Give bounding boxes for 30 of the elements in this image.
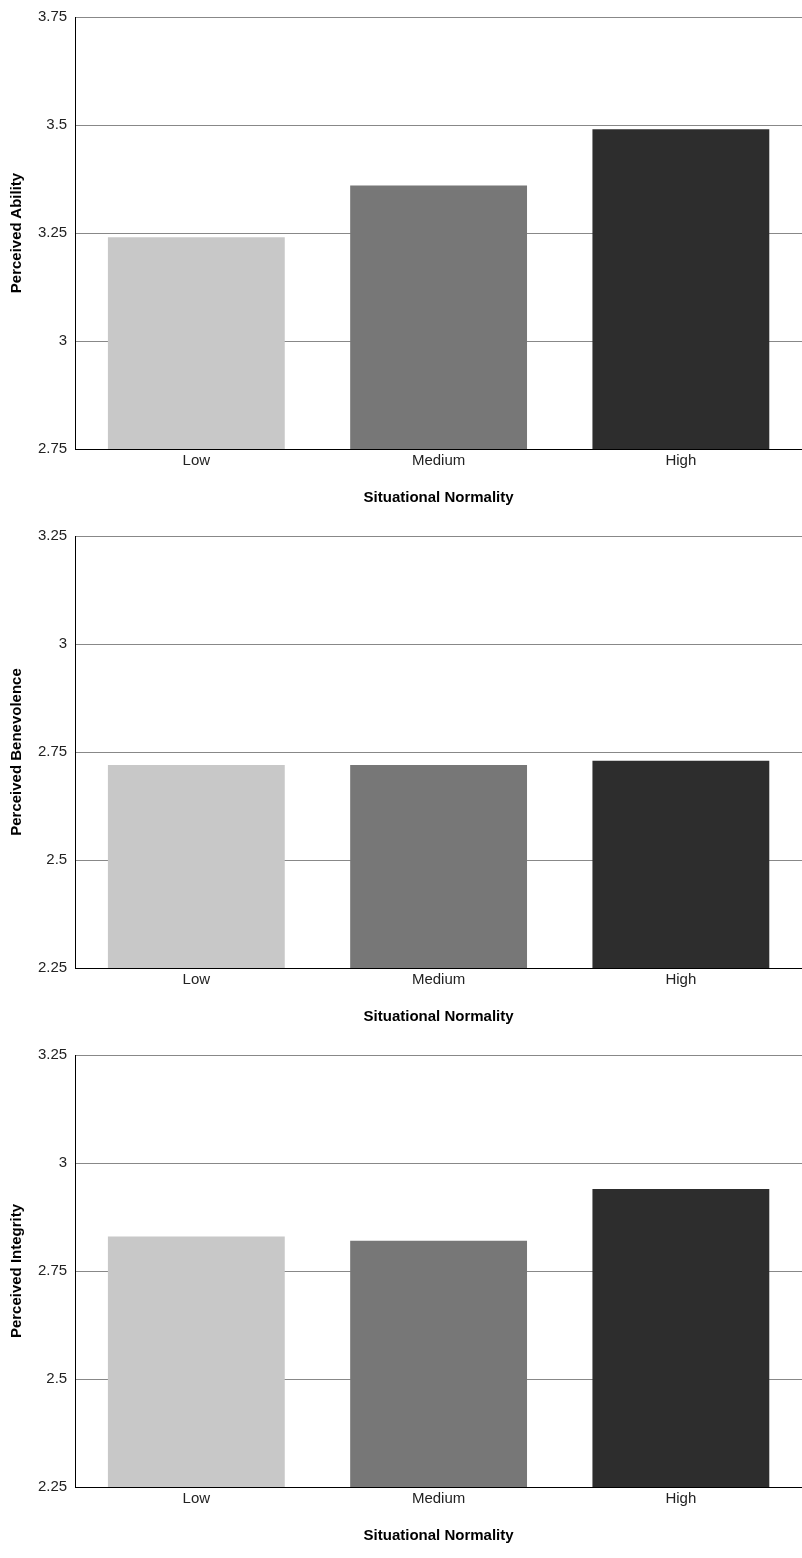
x-tick-label: High [665,1489,697,1507]
y-tick-label: 2.25 [37,1477,68,1495]
y-tick-label: 3 [58,1153,68,1171]
y-axis-title: Perceived Ability [7,172,25,294]
y-axis-title: Perceived Integrity [7,1203,25,1339]
x-tick-label: Low [182,970,211,988]
y-tick-label: 2.75 [37,742,68,760]
y-tick-label: 3.5 [46,115,68,133]
y-tick-label: 3.25 [37,223,68,241]
x-tick-label: High [665,970,697,988]
x-tick-label: Low [182,451,211,469]
y-tick-label: 3.25 [37,526,68,544]
y-tick-label: 2.25 [37,958,68,976]
x-tick-label: Medium [411,1489,466,1507]
x-tick-label: Medium [411,970,466,988]
x-axis-title: Situational Normality [363,1526,515,1544]
x-tick-label: Low [182,1489,211,1507]
y-tick-label: 2.5 [46,850,68,868]
x-axis-title: Situational Normality [363,488,515,506]
y-tick-label: 3.25 [37,1045,68,1063]
x-axis-title: Situational Normality [363,1007,515,1025]
y-axis-title: Perceived Benevolence [7,668,25,836]
y-tick-label: 3.75 [37,7,68,25]
y-tick-label: 2.5 [46,1369,68,1387]
x-tick-label: Medium [411,451,466,469]
x-tick-label: High [665,451,697,469]
y-tick-label: 3 [58,331,68,349]
y-tick-label: 3 [58,634,68,652]
y-tick-label: 2.75 [37,439,68,457]
y-tick-label: 2.75 [37,1261,68,1279]
